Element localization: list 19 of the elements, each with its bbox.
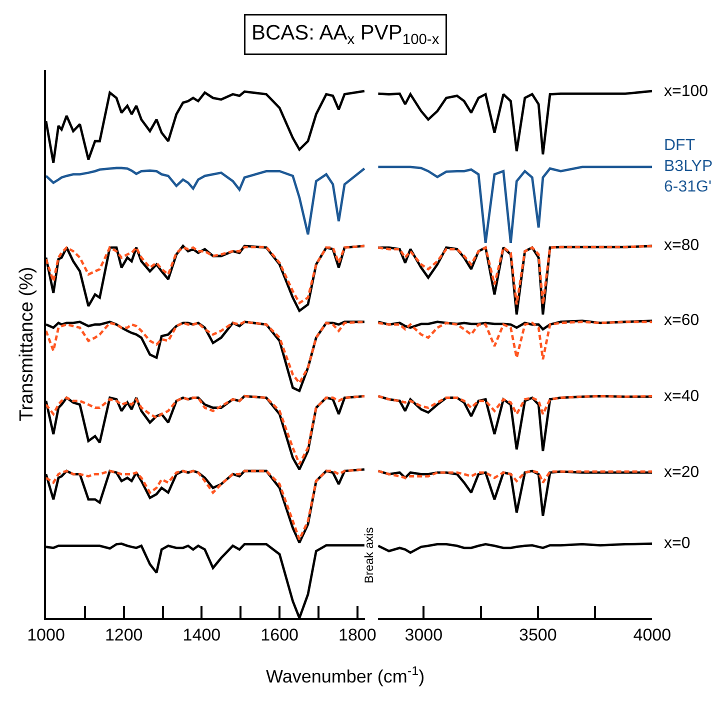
x-tick-label: 1400 [182, 625, 221, 644]
x-tick-label: 4000 [633, 625, 672, 644]
annotation: Break axis [362, 527, 376, 584]
series-label: DFT B3LYP 6-31G' [664, 137, 713, 196]
series-label: x=0 [664, 535, 690, 552]
series-label: x=80 [664, 237, 700, 254]
y-axis-title: Transmittance (%) [16, 266, 38, 422]
x-axis-title: Wavenumber (cm$^{-1}$) [266, 664, 425, 687]
x-tick-label: 1000 [27, 625, 65, 644]
series-label: x=60 [664, 312, 700, 329]
x-tick-label: 1600 [260, 625, 298, 644]
series-label: x=40 [664, 388, 700, 405]
series-label: x=100 [664, 83, 708, 100]
series-label: x=20 [664, 464, 700, 481]
x-tick-label: 3500 [518, 625, 557, 644]
chart-title: BCAS: AA$_{x}$ PVP$_{100-x}$ [252, 22, 440, 48]
x-tick-label: 3000 [404, 625, 443, 644]
x-tick-label: 1800 [338, 625, 376, 644]
x-tick-label: 1200 [104, 625, 143, 644]
